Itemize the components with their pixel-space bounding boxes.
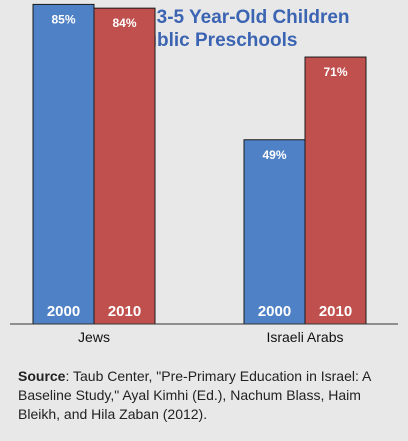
bar-israeli-arabs-2000 bbox=[243, 139, 306, 325]
source-label: Source bbox=[18, 368, 66, 384]
bar-israeli-arabs-2010 bbox=[304, 56, 367, 325]
series-label-jews-2000: 2000 bbox=[47, 303, 80, 320]
category-label-israeli-arabs: Israeli Arabs bbox=[266, 329, 343, 345]
bar-jews-2010 bbox=[93, 7, 156, 325]
series-label-israeli-arabs-2000: 2000 bbox=[258, 303, 291, 320]
data-label-jews-2000: 85% bbox=[51, 12, 75, 26]
data-label-jews-2010: 84% bbox=[112, 16, 136, 30]
source-text: : Taub Center, "Pre-Primary Education in… bbox=[18, 368, 371, 422]
data-label-israeli-arabs-2010: 71% bbox=[323, 65, 347, 79]
source-note: Source: Taub Center, "Pre-Primary Educat… bbox=[18, 367, 398, 424]
category-label-jews: Jews bbox=[78, 329, 110, 345]
series-label-israeli-arabs-2010: 2010 bbox=[319, 303, 352, 320]
bar-jews-2000 bbox=[32, 3, 95, 325]
series-label-jews-2010: 2010 bbox=[108, 303, 141, 320]
data-label-israeli-arabs-2000: 49% bbox=[262, 148, 286, 162]
chart-title-line-2: in Public Preschools bbox=[110, 30, 298, 51]
